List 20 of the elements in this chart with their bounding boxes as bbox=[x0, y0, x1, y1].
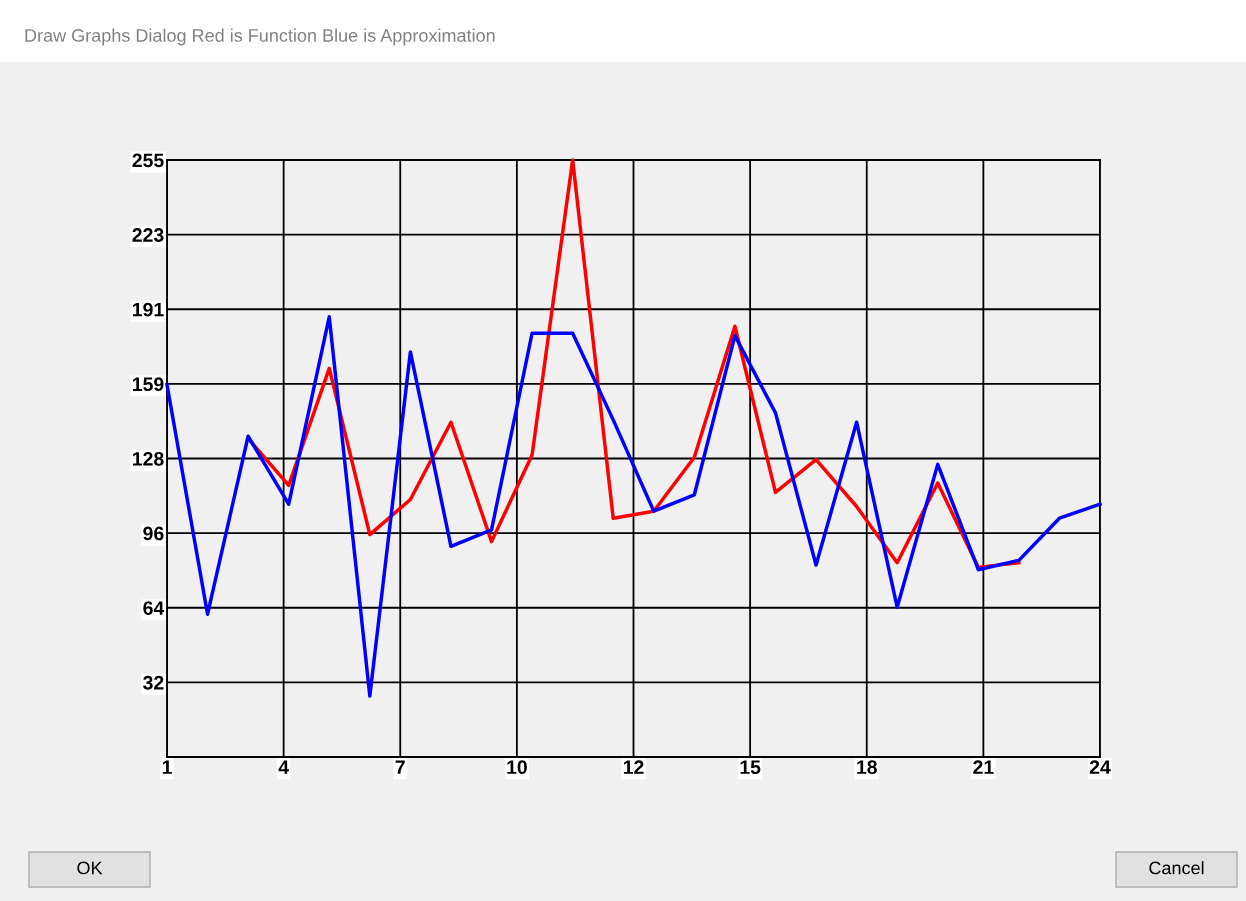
y-tick-label: 255 bbox=[132, 153, 164, 168]
y-tick-label: 32 bbox=[143, 675, 164, 690]
x-tick-label: 21 bbox=[973, 760, 994, 774]
y-tick-label: 96 bbox=[143, 526, 164, 541]
x-tick-label: 15 bbox=[740, 760, 761, 775]
x-tick-label: 18 bbox=[857, 760, 877, 775]
y-tick-label: 191 bbox=[133, 302, 164, 317]
x-tick-label: 24 bbox=[1089, 760, 1111, 774]
y-tick-label: 159 bbox=[133, 377, 164, 392]
text: OK bbox=[77, 861, 103, 875]
y-tick-label: 64 bbox=[143, 601, 165, 615]
x-tick-label: 1 bbox=[162, 760, 172, 774]
x-tick-label: 4 bbox=[278, 760, 289, 774]
x-tick-label: 10 bbox=[507, 760, 527, 775]
y-tick-label: 223 bbox=[132, 228, 164, 242]
x-tick-label: 7 bbox=[395, 760, 405, 774]
y-tick-label: 128 bbox=[133, 451, 164, 466]
text: Cancel bbox=[1149, 861, 1204, 875]
chart-title: Draw Graphs Dialog Red is Function Blue is Approximation bbox=[25, 28, 495, 46]
x-tick-label: 12 bbox=[623, 760, 644, 774]
